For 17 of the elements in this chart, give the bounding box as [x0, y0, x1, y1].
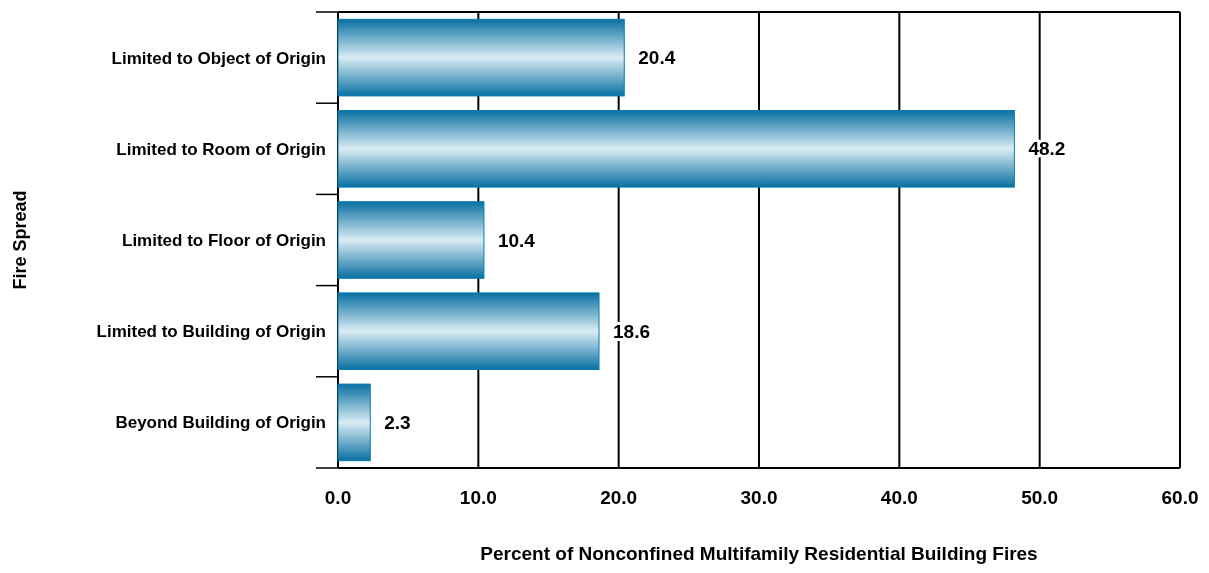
x-tick-label: 0.0 — [324, 486, 352, 508]
x-tick-label: 50.0 — [1021, 486, 1059, 508]
data-label: 10.4 — [497, 229, 536, 251]
y-axis-title: Fire Spread — [10, 190, 31, 290]
data-label: 2.3 — [384, 412, 411, 434]
x-tick-label: 20.0 — [600, 486, 638, 508]
data-label: 20.4 — [638, 47, 676, 69]
x-axis-title: Percent of Nonconfined Multifamily Residential Building Fires — [480, 542, 1038, 564]
x-tick-label: 40.0 — [880, 486, 918, 508]
y-tick-label: Limited to Room of Origin — [116, 139, 326, 159]
x-tick-label: 10.0 — [459, 486, 497, 508]
y-tick-label: Limited to Object of Origin — [111, 48, 326, 68]
x-tick-label: 60.0 — [1161, 486, 1199, 508]
y-tick-label: Limited to Floor of Origin — [122, 230, 326, 250]
y-tick-label: Beyond Building of Origin — [115, 413, 326, 433]
y-tick-label: Limited to Building of Origin — [96, 322, 326, 342]
x-tick-label: 30.0 — [740, 486, 778, 508]
